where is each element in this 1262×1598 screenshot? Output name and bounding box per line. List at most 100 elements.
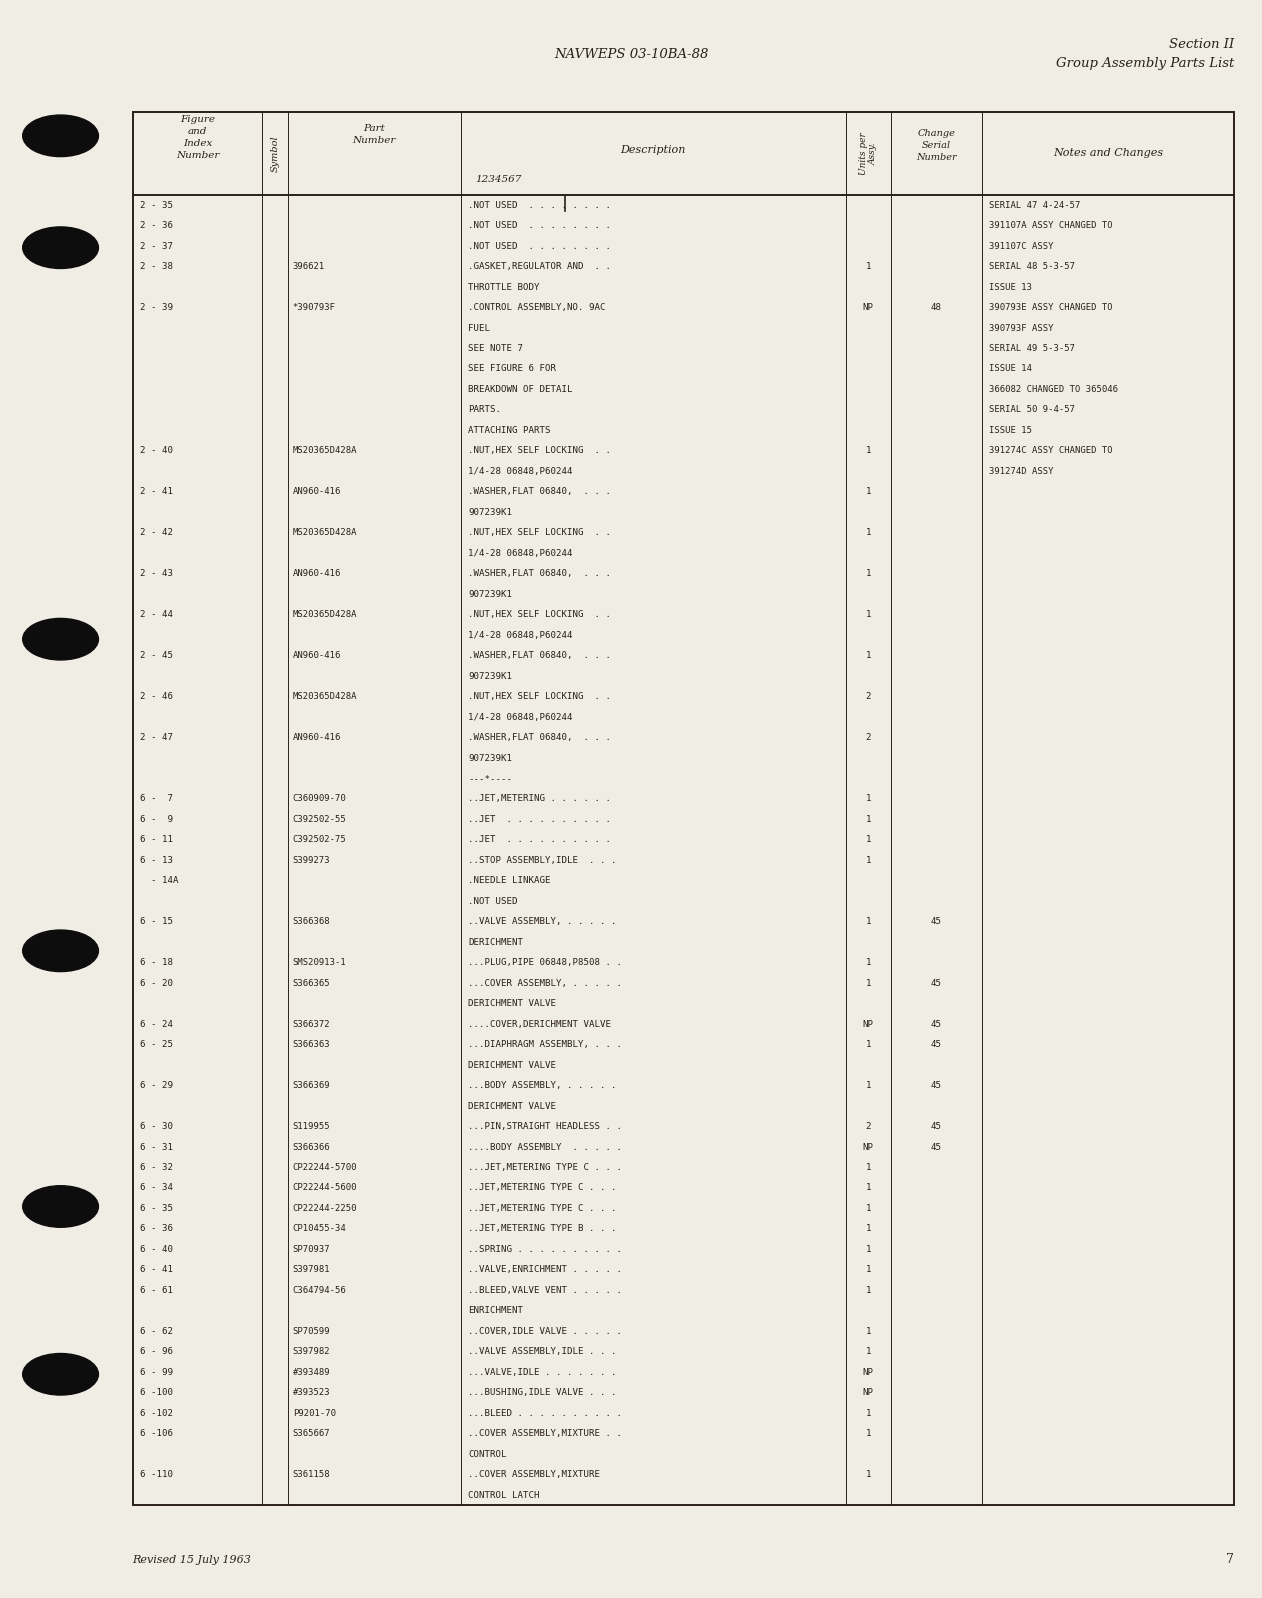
- Text: .NUT,HEX SELF LOCKING  . .: .NUT,HEX SELF LOCKING . .: [468, 610, 611, 618]
- Text: 6 - 40: 6 - 40: [140, 1245, 173, 1254]
- Text: 2 - 40: 2 - 40: [140, 446, 173, 455]
- Text: Description: Description: [621, 145, 685, 155]
- Text: ..STOP ASSEMBLY,IDLE  . . .: ..STOP ASSEMBLY,IDLE . . .: [468, 857, 617, 865]
- Text: C360909-70: C360909-70: [293, 794, 347, 804]
- Ellipse shape: [23, 930, 98, 972]
- Text: 1/4-28 06848,P60244: 1/4-28 06848,P60244: [468, 631, 573, 639]
- Text: S397981: S397981: [293, 1266, 331, 1274]
- Text: ..COVER ASSEMBLY,MIXTURE: ..COVER ASSEMBLY,MIXTURE: [468, 1470, 601, 1480]
- Text: NP: NP: [863, 304, 873, 312]
- Text: BREAKDOWN OF DETAIL: BREAKDOWN OF DETAIL: [468, 385, 573, 395]
- Text: 1: 1: [866, 1184, 871, 1192]
- Text: 6 -110: 6 -110: [140, 1470, 173, 1480]
- Text: 2 - 43: 2 - 43: [140, 569, 173, 578]
- Text: 2: 2: [866, 1122, 871, 1131]
- Text: SERIAL 49 5-3-57: SERIAL 49 5-3-57: [989, 344, 1075, 353]
- Text: 6 - 62: 6 - 62: [140, 1326, 173, 1336]
- Text: .WASHER,FLAT 06840,  . . .: .WASHER,FLAT 06840, . . .: [468, 569, 611, 578]
- Text: 2: 2: [866, 733, 871, 741]
- Text: 1: 1: [866, 1040, 871, 1050]
- Text: SEE NOTE 7: SEE NOTE 7: [468, 344, 524, 353]
- Text: ISSUE 14: ISSUE 14: [989, 364, 1032, 374]
- Text: 6 - 34: 6 - 34: [140, 1184, 173, 1192]
- Text: 6 - 35: 6 - 35: [140, 1203, 173, 1213]
- Text: 1: 1: [866, 917, 871, 927]
- Text: 1: 1: [866, 1082, 871, 1090]
- Text: 2 - 36: 2 - 36: [140, 221, 173, 230]
- Text: .NOT USED  . . . . . . . .: .NOT USED . . . . . . . .: [468, 221, 611, 230]
- Text: DERICHMENT VALVE: DERICHMENT VALVE: [468, 1061, 557, 1069]
- Text: S366363: S366363: [293, 1040, 331, 1050]
- Text: 2 - 45: 2 - 45: [140, 650, 173, 660]
- Text: 6 - 13: 6 - 13: [140, 857, 173, 865]
- Text: ...BLEED . . . . . . . . . .: ...BLEED . . . . . . . . . .: [468, 1409, 627, 1417]
- Text: .CONTROL ASSEMBLY,NO. 9AC: .CONTROL ASSEMBLY,NO. 9AC: [468, 304, 606, 312]
- Text: DERICHMENT VALVE: DERICHMENT VALVE: [468, 999, 557, 1008]
- Text: SERIAL 48 5-3-57: SERIAL 48 5-3-57: [989, 262, 1075, 272]
- Text: NAVWEPS 03-10BA-88: NAVWEPS 03-10BA-88: [554, 48, 708, 61]
- Text: 6 - 20: 6 - 20: [140, 978, 173, 988]
- Text: NP: NP: [863, 1143, 873, 1152]
- Text: SEE FIGURE 6 FOR: SEE FIGURE 6 FOR: [468, 364, 557, 374]
- Text: ....COVER,DERICHMENT VALVE: ....COVER,DERICHMENT VALVE: [468, 1020, 611, 1029]
- Text: 6 - 96: 6 - 96: [140, 1347, 173, 1357]
- Text: 1: 1: [866, 1409, 871, 1417]
- Text: FUEL: FUEL: [468, 323, 490, 332]
- Text: S366366: S366366: [293, 1143, 331, 1152]
- Text: ISSUE 13: ISSUE 13: [989, 283, 1032, 291]
- Text: 2 - 38: 2 - 38: [140, 262, 173, 272]
- Text: S397982: S397982: [293, 1347, 331, 1357]
- Text: ...BUSHING,IDLE VALVE . . .: ...BUSHING,IDLE VALVE . . .: [468, 1389, 627, 1397]
- Text: ..JET  . . . . . . . . . .: ..JET . . . . . . . . . .: [468, 815, 611, 825]
- Text: 1: 1: [866, 959, 871, 967]
- Text: NP: NP: [863, 1368, 873, 1377]
- Text: Group Assembly Parts List: Group Assembly Parts List: [1056, 58, 1234, 70]
- Text: DERICHMENT VALVE: DERICHMENT VALVE: [468, 1101, 557, 1111]
- Text: CONTROL: CONTROL: [468, 1449, 507, 1459]
- Text: ...COVER ASSEMBLY, . . . . .: ...COVER ASSEMBLY, . . . . .: [468, 978, 622, 988]
- Text: S366368: S366368: [293, 917, 331, 927]
- Text: S119955: S119955: [293, 1122, 331, 1131]
- Text: *390793F: *390793F: [293, 304, 336, 312]
- Text: 48: 48: [931, 304, 941, 312]
- Text: .GASKET,REGULATOR AND  . .: .GASKET,REGULATOR AND . .: [468, 262, 611, 272]
- Text: ---*----: ---*----: [468, 773, 512, 783]
- Text: 366082 CHANGED TO 365046: 366082 CHANGED TO 365046: [989, 385, 1118, 395]
- Text: 2 - 39: 2 - 39: [140, 304, 173, 312]
- Text: NP: NP: [863, 1389, 873, 1397]
- Text: .WASHER,FLAT 06840,  . . .: .WASHER,FLAT 06840, . . .: [468, 487, 611, 497]
- Text: SERIAL 47 4-24-57: SERIAL 47 4-24-57: [989, 201, 1080, 209]
- Text: ..VALVE ASSEMBLY, . . . . .: ..VALVE ASSEMBLY, . . . . .: [468, 917, 617, 927]
- Text: 6 -100: 6 -100: [140, 1389, 173, 1397]
- Text: Figure
and
Index
Number: Figure and Index Number: [175, 115, 220, 160]
- Text: 391274D ASSY: 391274D ASSY: [989, 467, 1054, 476]
- Text: 45: 45: [931, 917, 941, 927]
- Text: - 14A: - 14A: [140, 876, 179, 885]
- Text: 2: 2: [866, 692, 871, 702]
- Text: .NEEDLE LINKAGE: .NEEDLE LINKAGE: [468, 876, 550, 885]
- Text: 1: 1: [866, 1286, 871, 1294]
- Text: 2 - 41: 2 - 41: [140, 487, 173, 497]
- Text: 391274C ASSY CHANGED TO: 391274C ASSY CHANGED TO: [989, 446, 1113, 455]
- Text: MS20365D428A: MS20365D428A: [293, 692, 357, 702]
- Text: MS20365D428A: MS20365D428A: [293, 529, 357, 537]
- Text: 2 - 42: 2 - 42: [140, 529, 173, 537]
- Text: #393523: #393523: [293, 1389, 331, 1397]
- Text: 2 - 35: 2 - 35: [140, 201, 173, 209]
- Text: 6 - 25: 6 - 25: [140, 1040, 173, 1050]
- Text: 6 - 32: 6 - 32: [140, 1163, 173, 1171]
- Text: 6 -106: 6 -106: [140, 1429, 173, 1438]
- Text: ..BLEED,VALVE VENT . . . . .: ..BLEED,VALVE VENT . . . . .: [468, 1286, 622, 1294]
- Text: AN960-416: AN960-416: [293, 487, 341, 497]
- Text: Change
Serial
Number: Change Serial Number: [916, 129, 957, 161]
- Text: 6 -  7: 6 - 7: [140, 794, 173, 804]
- Text: Revised 15 July 1963: Revised 15 July 1963: [133, 1555, 251, 1564]
- Text: 2 - 37: 2 - 37: [140, 241, 173, 251]
- Text: 907239K1: 907239K1: [468, 590, 512, 599]
- Text: .NUT,HEX SELF LOCKING  . .: .NUT,HEX SELF LOCKING . .: [468, 446, 611, 455]
- Text: C392502-55: C392502-55: [293, 815, 347, 825]
- Text: 7: 7: [1227, 1553, 1234, 1566]
- Text: AN960-416: AN960-416: [293, 733, 341, 741]
- Text: ..JET,METERING TYPE B . . .: ..JET,METERING TYPE B . . .: [468, 1224, 617, 1234]
- Text: S366372: S366372: [293, 1020, 331, 1029]
